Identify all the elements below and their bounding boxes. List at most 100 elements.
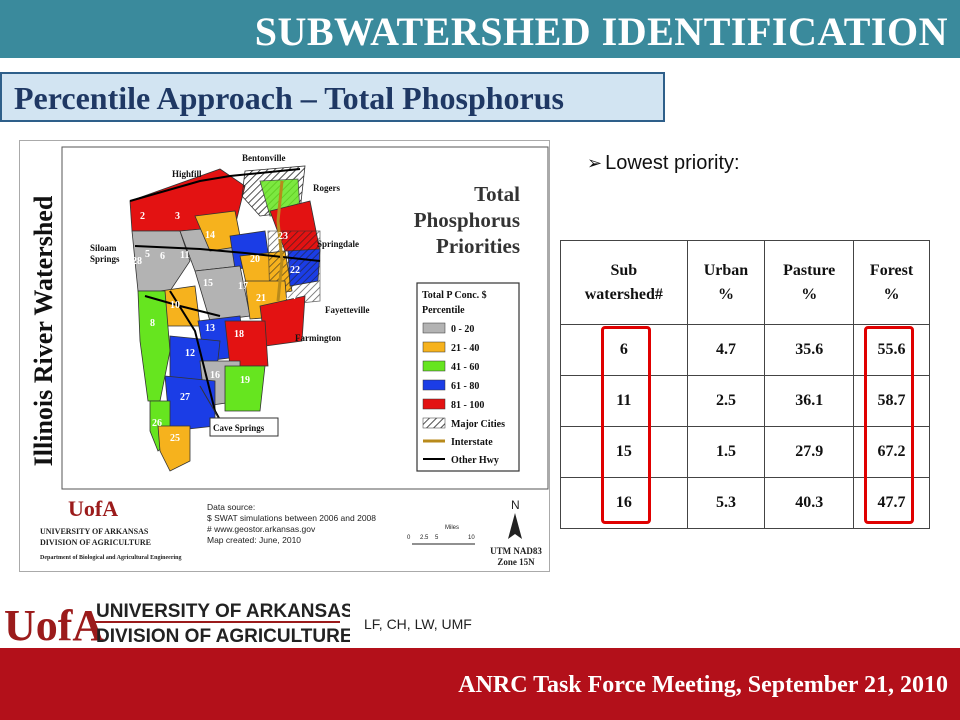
table-cell: 6 — [560, 324, 688, 376]
logo-line: DIVISION OF AGRICULTURE — [40, 538, 151, 547]
footer-logo: UofA UNIVERSITY OF ARKANSAS DIVISION OF … — [0, 596, 354, 650]
subwatershed-number: 3 — [175, 211, 180, 222]
subwatershed-number: 10 — [170, 300, 180, 311]
highlight-subwatershed-column — [601, 326, 651, 524]
projection-line: Zone 15N — [497, 557, 535, 567]
svg-text:2.5: 2.5 — [420, 535, 429, 541]
title-bar: SUBWATERSHED IDENTIFICATION — [0, 0, 960, 58]
watershed-regions — [129, 165, 321, 472]
table-cell: 35.6 — [764, 324, 855, 376]
table-cell: 2.5 — [686, 375, 766, 427]
subwatershed-number: 27 — [180, 392, 190, 403]
city-label: Farmington — [295, 333, 341, 343]
north-arrow: N — [508, 498, 522, 539]
subwatershed-number: 16 — [210, 370, 220, 381]
map-title-line: Phosphorus — [414, 208, 520, 232]
legend-title: Percentile — [422, 305, 465, 316]
table-cell: 16 — [560, 477, 688, 529]
region-orange-25 — [157, 425, 191, 472]
cave-springs-callout — [209, 417, 279, 437]
map-title-line: Total — [474, 182, 520, 206]
svg-text:Miles: Miles — [445, 525, 459, 531]
source-line: $ SWAT simulations between 2006 and 2008 — [207, 513, 376, 523]
arrow-bullet-icon: ➢ — [587, 153, 603, 173]
header-forest: Forest% — [853, 240, 930, 325]
bullet-lowest-priority: ➢ Lowest priority: — [587, 152, 740, 175]
author-credits: LF, CH, LW, UMF — [364, 616, 472, 632]
subwatershed-number: 12 — [185, 348, 195, 359]
logo-line: DIVISION OF AGRICULTURE — [96, 626, 350, 647]
subtitle-box: Percentile Approach – Total Phosphorus — [0, 72, 665, 122]
subwatershed-number: 6 — [160, 251, 165, 262]
map-legend: Total P Conc. $ Percentile 0 - 20 21 - 4… — [416, 282, 520, 472]
table-cell: 27.9 — [764, 426, 855, 478]
table-cell: 15 — [560, 426, 688, 478]
subwatershed-number: 24 — [286, 291, 296, 302]
logo-mark: UofA — [4, 601, 104, 648]
map-title-line: Priorities — [436, 234, 520, 258]
subwatershed-number: 18 — [234, 329, 244, 340]
footer-bar: ANRC Task Force Meeting, September 21, 2… — [0, 648, 960, 720]
header-pasture: Pasture% — [764, 240, 855, 325]
logo-mark: UofA — [68, 496, 118, 521]
legend-label: Major Cities — [451, 419, 505, 430]
logo-line: UNIVERSITY OF ARKANSAS — [40, 527, 149, 536]
table-cell: 40.3 — [764, 477, 855, 529]
table-cell: 1.5 — [686, 426, 766, 478]
projection-line: UTM NAD83 — [490, 546, 542, 556]
meeting-title: ANRC Task Force Meeting, September 21, 2… — [458, 672, 948, 698]
subwatershed-number: 15 — [203, 278, 213, 289]
slide-title: SUBWATERSHED IDENTIFICATION — [254, 9, 948, 54]
legend-title: Total P Conc. $ — [422, 290, 487, 301]
logo-line: UNIVERSITY OF ARKANSAS — [96, 601, 350, 622]
city-label: Cave Springs — [213, 423, 265, 433]
legend-label: 81 - 100 — [451, 400, 484, 411]
region-green-west — [137, 290, 171, 402]
table-row: 16 5.3 40.3 47.7 — [560, 477, 930, 529]
region-red-18 — [224, 320, 269, 367]
subwatershed-number: 8 — [150, 318, 155, 329]
svg-text:N: N — [511, 498, 520, 512]
logo-dept: Department of Biological and Agricultura… — [40, 555, 182, 561]
highlight-forest-column — [864, 326, 914, 524]
source-line: Map created: June, 2010 — [207, 535, 301, 545]
subwatershed-number: 19 — [240, 375, 250, 386]
svg-text:10: 10 — [468, 535, 475, 541]
subwatershed-number: 28 — [132, 256, 142, 267]
city-label: Springdale — [317, 239, 359, 249]
table-row: 6 4.7 35.6 55.6 — [560, 324, 930, 376]
legend-label: Interstate — [451, 437, 493, 448]
legend-label: 41 - 60 — [451, 362, 479, 373]
table-cell: 36.1 — [764, 375, 855, 427]
map-figure: Illinois River Watershed — [29, 146, 549, 567]
subwatershed-number: 23 — [278, 231, 288, 242]
interstate — [276, 180, 284, 302]
legend-label: 61 - 80 — [451, 381, 479, 392]
vertical-map-title: Illinois River Watershed — [29, 195, 58, 466]
legend-label: 0 - 20 — [451, 324, 474, 335]
table-cell: 5.3 — [686, 477, 766, 529]
subwatershed-number: 26 — [152, 418, 162, 429]
source-line: Data source: — [207, 502, 255, 512]
phosphorus-priority-map: Illinois River Watershed — [19, 140, 550, 572]
subwatershed-number: 5 — [145, 249, 150, 260]
legend-label: Other Hwy — [451, 455, 499, 466]
table-cell: 4.7 — [686, 324, 766, 376]
city-label: Fayetteville — [325, 305, 369, 315]
subwatershed-number: 20 — [250, 254, 260, 265]
city-label: Bentonville — [242, 153, 286, 163]
subwatershed-number: 14 — [205, 230, 215, 241]
bullet-text: Lowest priority: — [605, 152, 740, 174]
subwatershed-number: 21 — [256, 293, 266, 304]
source-line: # www.geostor.arkansas.gov — [207, 524, 316, 534]
subwatershed-number: 17 — [238, 281, 248, 292]
scale-bar: Miles 0 2.5 5 10 — [407, 525, 475, 545]
table-cell: 11 — [560, 375, 688, 427]
legend-label: 21 - 40 — [451, 343, 479, 354]
slide-subtitle: Percentile Approach – Total Phosphorus — [14, 80, 564, 116]
city-label: Rogers — [313, 183, 340, 193]
subwatershed-number: 2 — [140, 211, 145, 222]
map-frame — [61, 146, 549, 490]
subwatershed-number: 13 — [205, 323, 215, 334]
map-logo: UofA UNIVERSITY OF ARKANSAS DIVISION OF … — [40, 496, 182, 561]
